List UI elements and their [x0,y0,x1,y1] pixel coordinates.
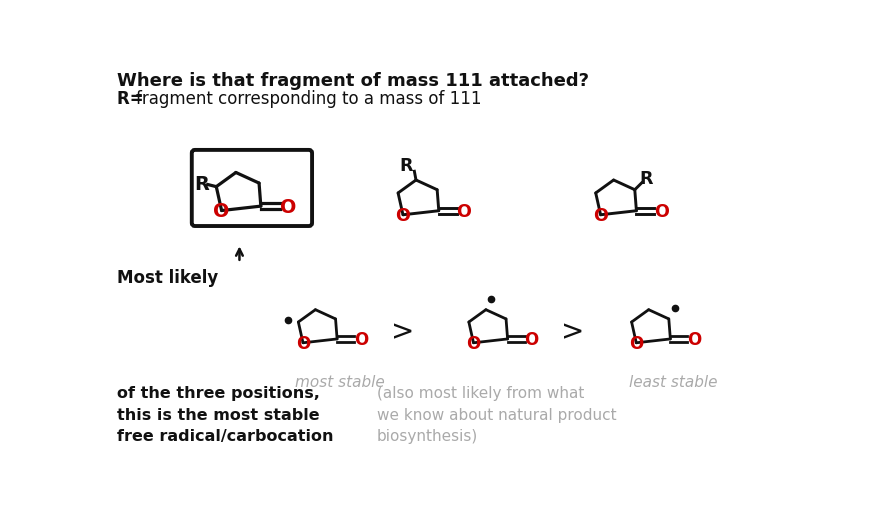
Text: most stable: most stable [295,374,385,389]
Text: (also most likely from what
we know about natural product
biosynthesis): (also most likely from what we know abou… [377,385,616,443]
Text: of the three positions,
this is the most stable
free radical/carbocation: of the three positions, this is the most… [117,385,334,443]
Text: =: = [124,90,143,108]
Text: O: O [396,206,411,224]
Text: O: O [456,203,471,220]
Text: O: O [655,203,669,220]
Text: R: R [640,170,653,188]
Text: O: O [467,334,481,352]
Text: >: > [391,318,414,346]
Text: Most likely: Most likely [117,269,218,287]
Text: fragment corresponding to a mass of 111: fragment corresponding to a mass of 111 [135,90,481,108]
Text: least stable: least stable [629,374,718,389]
Text: O: O [524,330,538,348]
Text: O: O [354,330,368,348]
Text: O: O [213,202,230,220]
Text: O: O [296,334,310,352]
Text: Where is that fragment of mass 111 attached?: Where is that fragment of mass 111 attac… [117,72,589,90]
Text: O: O [629,334,643,352]
Text: O: O [687,330,702,348]
Text: R: R [195,174,210,193]
Text: O: O [593,206,608,224]
Text: R: R [117,90,129,108]
Text: O: O [281,197,296,216]
Text: >: > [561,318,585,346]
Text: R: R [399,157,413,175]
